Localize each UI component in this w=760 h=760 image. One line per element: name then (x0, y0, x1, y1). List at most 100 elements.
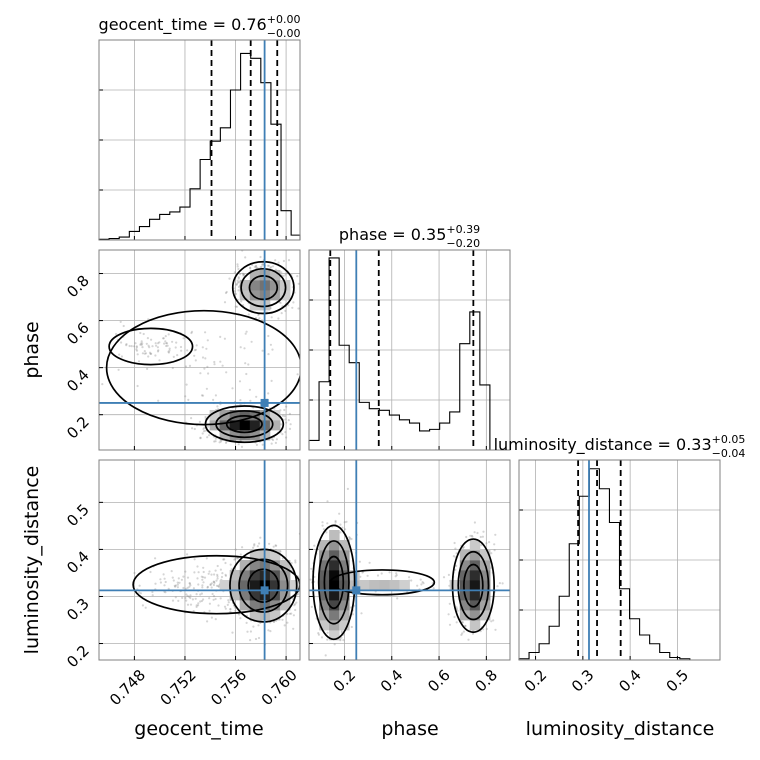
sample-point (230, 568, 233, 571)
density-cell (249, 270, 261, 281)
density-cell (290, 580, 300, 591)
sample-point (207, 572, 210, 575)
sample-point (237, 280, 240, 284)
sample-point (408, 576, 411, 579)
x-axis-label-1: phase (381, 718, 438, 740)
density-cell (239, 280, 251, 291)
density-cell (209, 410, 221, 421)
sample-point (206, 586, 209, 589)
sample-point (395, 572, 398, 575)
sample-point (243, 347, 246, 350)
sample-point (212, 598, 215, 601)
sample-point (164, 335, 167, 338)
density-cell (459, 560, 471, 571)
sample-point (246, 630, 249, 633)
sample-point (212, 583, 215, 587)
density-cell (249, 410, 261, 421)
sample-point (162, 337, 165, 340)
sample-point (189, 594, 192, 597)
sample-point (210, 573, 213, 576)
sample-point (482, 530, 485, 533)
sample-point (376, 574, 380, 577)
sample-point (171, 576, 174, 579)
sample-point (215, 584, 219, 587)
sample-point (144, 352, 148, 355)
sample-point (249, 639, 252, 642)
density-cell (379, 580, 390, 591)
sample-point (282, 274, 285, 277)
density-cell (469, 600, 481, 611)
sample-point (301, 588, 303, 590)
sample-point (455, 552, 458, 555)
sample-point (243, 273, 246, 276)
sample-point (269, 343, 272, 346)
density-cell (319, 600, 330, 611)
sample-point (154, 342, 157, 345)
sample-point (149, 570, 152, 574)
sample-point (171, 599, 175, 602)
density-cell (239, 420, 251, 431)
sample-point (224, 607, 227, 610)
sample-point (270, 442, 273, 445)
sample-point (213, 573, 216, 576)
sample-point (224, 573, 227, 576)
sample-point (234, 305, 237, 308)
sample-point (212, 398, 215, 401)
sample-point (255, 443, 258, 446)
sample-point (199, 372, 202, 375)
sample-point (145, 342, 148, 345)
sample-point (142, 332, 145, 336)
density-cell (239, 580, 251, 591)
joint-plot-area (309, 460, 510, 660)
sample-point (233, 271, 236, 274)
density-cell (219, 580, 231, 591)
density-cell (339, 620, 350, 631)
sample-point (205, 347, 208, 350)
density-cell (269, 420, 281, 431)
sample-point (211, 592, 214, 596)
sample-point (178, 581, 181, 584)
sample-point (325, 531, 328, 534)
axes-frame (308, 249, 511, 451)
sample-point (287, 304, 290, 307)
sample-point (292, 614, 295, 617)
sample-point (297, 307, 300, 310)
sample-point (214, 394, 217, 397)
sample-point (223, 605, 227, 608)
density-cell (359, 580, 370, 591)
density-cell (479, 590, 491, 601)
sample-point (498, 582, 501, 585)
sample-point (207, 372, 210, 375)
sample-point (269, 630, 272, 633)
density-cell (239, 560, 251, 571)
sample-point (191, 598, 194, 601)
sample-point (202, 576, 205, 579)
sample-point (128, 344, 131, 348)
sample-point (194, 359, 197, 362)
sample-point (139, 342, 142, 345)
sample-point (220, 575, 224, 579)
sample-point (284, 431, 287, 434)
x-tick-label: 0.752 (157, 666, 200, 709)
sample-point (321, 524, 324, 527)
sample-point (174, 596, 177, 599)
joint-plot-area (99, 250, 300, 450)
sample-point (115, 332, 118, 336)
title-main: luminosity_distance = 0.33 (494, 435, 712, 455)
title-minus: −0.04 (712, 447, 746, 460)
x-tick-label: 0.756 (207, 666, 250, 709)
sample-point (151, 594, 154, 597)
sample-point (341, 526, 344, 529)
sample-point (281, 414, 285, 417)
sample-point (317, 633, 320, 636)
sample-point (321, 521, 324, 524)
sample-point (215, 579, 218, 582)
sample-point (213, 440, 216, 443)
sample-point (238, 380, 242, 383)
sample-point (241, 546, 244, 549)
sample-point (157, 342, 160, 345)
sample-point (247, 313, 250, 316)
sample-point (271, 438, 275, 442)
density-cell (249, 590, 261, 601)
sample-point (281, 618, 284, 621)
